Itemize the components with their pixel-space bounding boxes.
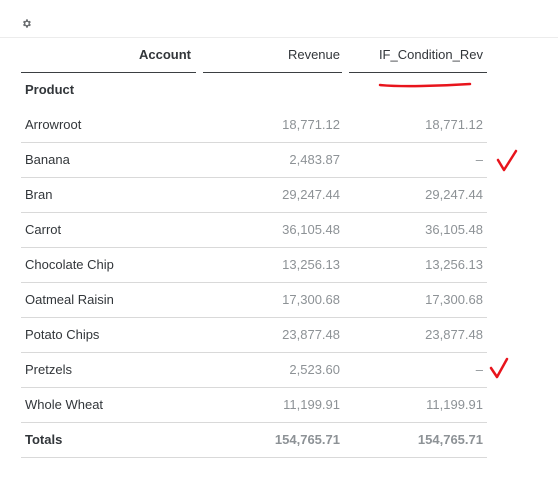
table-row: Pretzels 2,523.60 –: [21, 353, 487, 388]
totals-if-condition-cell[interactable]: 154,765.71: [417, 432, 483, 447]
red-checkmark-pretzels: [489, 357, 509, 379]
revenue-cell[interactable]: 29,247.44: [282, 187, 340, 202]
table-row: Banana 2,483.87 –: [21, 143, 487, 178]
if-condition-cell[interactable]: 17,300.68: [425, 292, 483, 307]
group-header-row: Product: [21, 73, 487, 108]
gear-icon[interactable]: [21, 18, 32, 29]
if-condition-cell[interactable]: 13,256.13: [425, 257, 483, 272]
column-header-if-condition-rev[interactable]: IF_Condition_Rev: [378, 47, 483, 62]
revenue-cell[interactable]: 2,523.60: [289, 362, 340, 377]
row-label[interactable]: Bran: [25, 187, 53, 202]
if-condition-cell[interactable]: 29,247.44: [425, 187, 483, 202]
table-toolbar: [0, 0, 558, 38]
revenue-cell[interactable]: 36,105.48: [282, 222, 340, 237]
if-condition-cell[interactable]: 18,771.12: [425, 117, 483, 132]
revenue-cell[interactable]: 18,771.12: [282, 117, 340, 132]
totals-revenue-cell[interactable]: 154,765.71: [274, 432, 340, 447]
revenue-cell[interactable]: 13,256.13: [282, 257, 340, 272]
row-label[interactable]: Banana: [25, 152, 70, 167]
table-row: Bran 29,247.44 29,247.44: [21, 178, 487, 213]
column-header-account[interactable]: Account: [139, 47, 191, 62]
revenue-cell[interactable]: 2,483.87: [289, 152, 340, 167]
table-row: Whole Wheat 11,199.91 11,199.91: [21, 388, 487, 423]
table-row: Potato Chips 23,877.48 23,877.48: [21, 318, 487, 353]
if-condition-cell[interactable]: 36,105.48: [425, 222, 483, 237]
revenue-cell[interactable]: 23,877.48: [282, 327, 340, 342]
totals-row: Totals 154,765.71 154,765.71: [21, 423, 487, 458]
row-label[interactable]: Pretzels: [25, 362, 72, 377]
table-row: Arrowroot 18,771.12 18,771.12: [21, 108, 487, 143]
data-table: Account Revenue IF_Condition_Rev Product…: [21, 38, 487, 458]
header-underline-if-condition: [349, 72, 487, 73]
revenue-cell[interactable]: 17,300.68: [282, 292, 340, 307]
row-label[interactable]: Potato Chips: [25, 327, 100, 342]
table-header-row: Account Revenue IF_Condition_Rev: [21, 38, 487, 73]
row-label[interactable]: Arrowroot: [25, 117, 82, 132]
row-label[interactable]: Chocolate Chip: [25, 257, 114, 272]
header-underline-revenue: [203, 72, 342, 73]
revenue-cell[interactable]: 11,199.91: [283, 397, 340, 412]
if-condition-cell[interactable]: 11,199.91: [426, 397, 483, 412]
table-row: Carrot 36,105.48 36,105.48: [21, 213, 487, 248]
table-row: Chocolate Chip 13,256.13 13,256.13: [21, 248, 487, 283]
header-underline-account: [21, 72, 196, 73]
totals-label[interactable]: Totals: [25, 432, 63, 447]
row-label[interactable]: Whole Wheat: [25, 397, 104, 412]
column-header-revenue[interactable]: Revenue: [287, 47, 340, 62]
red-checkmark-banana: [496, 149, 518, 172]
row-label[interactable]: Oatmeal Raisin: [25, 292, 114, 307]
if-condition-cell[interactable]: –: [475, 152, 483, 167]
group-label-product[interactable]: Product: [25, 82, 75, 97]
table-row: Oatmeal Raisin 17,300.68 17,300.68: [21, 283, 487, 318]
if-condition-cell[interactable]: 23,877.48: [425, 327, 483, 342]
if-condition-cell[interactable]: –: [475, 362, 483, 377]
row-label[interactable]: Carrot: [25, 222, 62, 237]
